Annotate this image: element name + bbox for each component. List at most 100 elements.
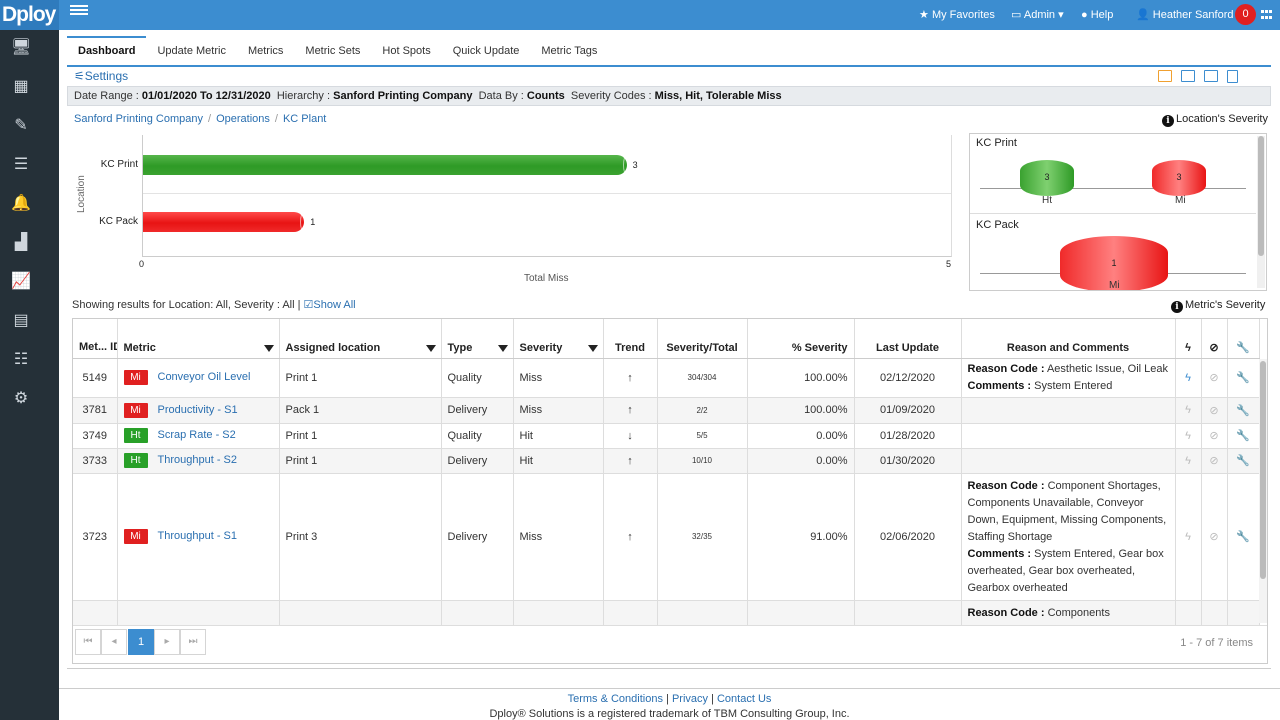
- contact-link[interactable]: Contact Us: [716, 693, 772, 705]
- next-page-button[interactable]: ▸: [154, 629, 180, 655]
- help-link[interactable]: ● Help: [1081, 9, 1114, 21]
- table-row[interactable]: 3781 Mi Productivity - S1 Pack 1 Delivery…: [73, 397, 1260, 424]
- type-cell: Delivery: [441, 473, 514, 601]
- edit-icon[interactable]: ✎: [14, 117, 28, 134]
- col-header-reason[interactable]: Reason and Comments: [961, 319, 1176, 359]
- breadcrumb-company[interactable]: Sanford Printing Company: [74, 113, 204, 125]
- breadcrumb-operations[interactable]: Operations: [216, 113, 270, 125]
- action-lightning-icon[interactable]: ϟ: [1175, 473, 1202, 601]
- severity-card-title: KC Pack: [976, 219, 1019, 231]
- wrench-icon[interactable]: 🔧: [1227, 397, 1260, 424]
- document-icon[interactable]: ▤: [13, 312, 29, 329]
- chart-gauge-icon[interactable]: ▟: [14, 234, 28, 251]
- page-button-current[interactable]: 1: [128, 629, 154, 655]
- metric-link[interactable]: Productivity - S1: [157, 403, 238, 416]
- tab-metrics[interactable]: Metrics: [247, 45, 284, 57]
- metric-cell: Ht Scrap Rate - S2: [117, 423, 280, 449]
- tab-update-metric[interactable]: Update Metric: [157, 45, 226, 57]
- terms-link[interactable]: Terms & Conditions: [567, 693, 663, 705]
- filter-icon[interactable]: [425, 344, 436, 352]
- action-lightning-icon[interactable]: ϟ: [1175, 358, 1202, 398]
- col-header-location[interactable]: Assigned location: [279, 319, 442, 359]
- bar-kc-pack[interactable]: [143, 212, 308, 232]
- severity-card-title: KC Print: [976, 137, 1017, 149]
- metric-id: 3733: [73, 448, 118, 474]
- col-header-last-update[interactable]: Last Update: [854, 319, 962, 359]
- x-axis-label: Total Miss: [524, 273, 569, 284]
- user-menu[interactable]: 👤 Heather Sanford: [1136, 9, 1234, 21]
- table-row[interactable]: 3723 Mi Throughput - S1 Print 3 Delivery …: [73, 473, 1260, 601]
- col-header-severity[interactable]: Severity: [513, 319, 604, 359]
- app-grid-icon[interactable]: [1261, 10, 1273, 20]
- split-view-icon[interactable]: [1181, 70, 1195, 82]
- metric-link[interactable]: Conveyor Oil Level: [157, 371, 251, 383]
- col-header-severity-total[interactable]: Severity/Total: [657, 319, 748, 359]
- gear-icon[interactable]: ⚙: [13, 390, 29, 407]
- filter-icon[interactable]: [497, 344, 508, 352]
- checklist-icon[interactable]: ☰: [13, 156, 29, 173]
- first-page-button[interactable]: ⏮: [75, 629, 101, 655]
- tab-metric-tags[interactable]: Metric Tags: [541, 45, 598, 57]
- attachment-icon[interactable]: ⊘: [1201, 448, 1228, 474]
- gantt-icon[interactable]: ☷: [13, 351, 29, 368]
- metric-link[interactable]: Throughput - S1: [157, 530, 238, 542]
- severity-cylinder-mi[interactable]: 3: [1152, 160, 1206, 196]
- admin-menu[interactable]: ▭ Admin ▾: [1011, 9, 1064, 21]
- filter-icon[interactable]: [263, 344, 274, 352]
- col-header-pct-severity[interactable]: % Severity: [747, 319, 855, 359]
- my-favorites-link[interactable]: ★ My Favorites: [919, 9, 995, 21]
- action-lightning-icon[interactable]: ϟ: [1175, 397, 1202, 424]
- col-header-type[interactable]: Type: [441, 319, 514, 359]
- notification-badge[interactable]: 0: [1235, 4, 1256, 25]
- bar-chart-view-icon[interactable]: [1158, 70, 1172, 82]
- metric-severity-link[interactable]: i Metric's Severity: [1171, 299, 1265, 313]
- settings-link[interactable]: ⚟Settings: [74, 69, 129, 83]
- wrench-icon[interactable]: 🔧: [1227, 448, 1260, 474]
- prev-page-button[interactable]: ◂: [101, 629, 127, 655]
- dploy-logo[interactable]: Dploysolutions: [0, 0, 59, 37]
- location-severity-panel: KC Print 3 Ht 3 Mi KC Pack 1 Mi: [969, 133, 1267, 291]
- wrench-icon[interactable]: 🔧: [1227, 473, 1260, 601]
- filter-icon[interactable]: [587, 344, 598, 352]
- table-row[interactable]: 3749 Ht Scrap Rate - S2 Print 1 Quality H…: [73, 423, 1260, 449]
- severity-cylinder-ht[interactable]: 3: [1020, 160, 1074, 196]
- table-row[interactable]: 3733 Ht Throughput - S2 Print 1 Delivery …: [73, 448, 1260, 474]
- severity-cylinder-mi[interactable]: 1: [1060, 236, 1168, 290]
- tab-hot-spots[interactable]: Hot Spots: [382, 45, 431, 57]
- metric-link[interactable]: Throughput - S2: [157, 454, 238, 466]
- line-chart-icon[interactable]: 📈: [11, 273, 31, 290]
- export-file-icon[interactable]: [1227, 69, 1238, 83]
- location-severity-link[interactable]: i Location's Severity: [1162, 113, 1268, 127]
- metric-id: 5149: [73, 358, 118, 398]
- bar-kc-print[interactable]: [143, 155, 630, 175]
- attachment-icon[interactable]: ⊘: [1201, 423, 1228, 449]
- last-page-button[interactable]: ⏭: [180, 629, 206, 655]
- attachment-icon[interactable]: ⊘: [1201, 397, 1228, 424]
- monitor-icon[interactable]: 🖥: [11, 39, 32, 56]
- tab-dashboard[interactable]: Dashboard: [67, 36, 147, 65]
- action-lightning-icon[interactable]: ϟ: [1175, 423, 1202, 449]
- hamburger-menu-icon[interactable]: [70, 3, 88, 17]
- privacy-link[interactable]: Privacy: [671, 693, 708, 705]
- severity-card-kc-pack: KC Pack 1 Mi: [970, 216, 1256, 290]
- table-row[interactable]: 5149 Mi Conveyor Oil Level Print 1 Qualit…: [73, 358, 1260, 398]
- wrench-icon[interactable]: 🔧: [1227, 423, 1260, 449]
- attachment-icon[interactable]: ⊘: [1201, 358, 1228, 398]
- grid-scrollbar[interactable]: [1259, 359, 1267, 623]
- bell-icon[interactable]: 🔔: [11, 195, 31, 212]
- severity-panel-scrollbar[interactable]: [1257, 136, 1265, 288]
- calendar-check-icon[interactable]: ▦: [13, 78, 29, 95]
- metric-link[interactable]: Scrap Rate - S2: [157, 429, 236, 441]
- table-view-icon[interactable]: [1204, 70, 1218, 82]
- show-all-link[interactable]: ☑Show All: [303, 299, 356, 311]
- breadcrumb-kc-plant[interactable]: KC Plant: [282, 113, 327, 125]
- col-header-trend[interactable]: Trend: [603, 319, 658, 359]
- filter-summary-bar: Date Range : 01/01/2020 To 12/31/2020 Hi…: [67, 86, 1271, 106]
- col-header-metric[interactable]: Metric: [117, 319, 280, 359]
- tab-quick-update[interactable]: Quick Update: [452, 45, 520, 57]
- col-header-id[interactable]: Met... ID: [73, 319, 118, 359]
- wrench-icon[interactable]: 🔧: [1227, 358, 1260, 398]
- tab-metric-sets[interactable]: Metric Sets: [305, 45, 361, 57]
- attachment-icon[interactable]: ⊘: [1201, 473, 1228, 601]
- action-lightning-icon[interactable]: ϟ: [1175, 448, 1202, 474]
